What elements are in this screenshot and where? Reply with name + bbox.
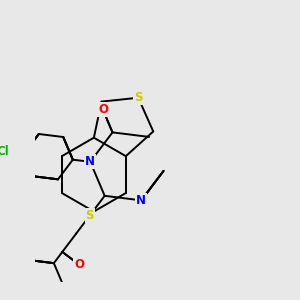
Text: Cl: Cl bbox=[0, 145, 9, 158]
Text: O: O bbox=[74, 258, 84, 271]
Text: S: S bbox=[134, 91, 142, 104]
Text: N: N bbox=[136, 194, 146, 207]
Text: S: S bbox=[85, 209, 94, 222]
Text: N: N bbox=[85, 155, 95, 168]
Text: O: O bbox=[98, 103, 108, 116]
